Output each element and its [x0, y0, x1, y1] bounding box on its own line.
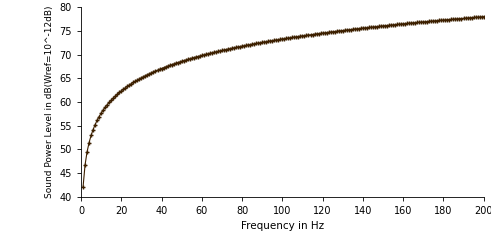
X-axis label: Frequency in Hz: Frequency in Hz: [241, 221, 324, 231]
Y-axis label: Sound Power Level in dB(Wref=10^-12dB): Sound Power Level in dB(Wref=10^-12dB): [45, 6, 54, 198]
